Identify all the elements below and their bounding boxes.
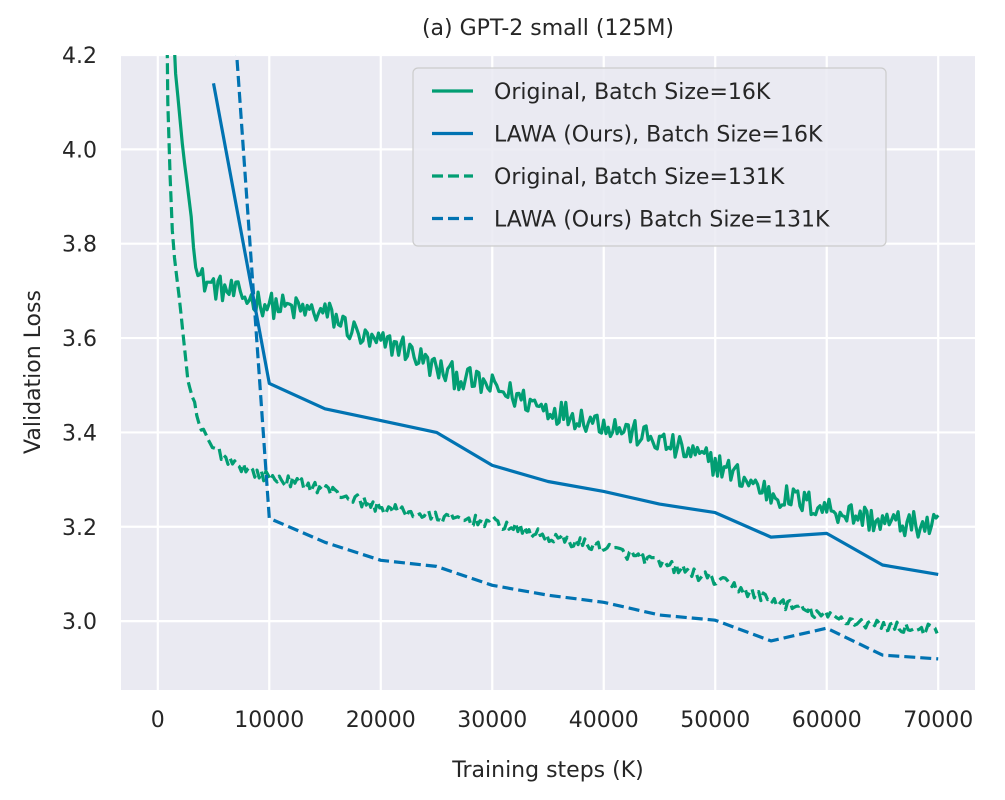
series-line-1	[173, 55, 940, 539]
legend-label: LAWA (Ours) Batch Size=131K	[494, 208, 830, 233]
y-tick-label: 4.2	[62, 44, 97, 69]
x-tick-label: 20000	[346, 708, 416, 733]
x-tick-label: 70000	[903, 708, 973, 733]
x-axis-title: Training steps (K)	[451, 758, 643, 783]
x-tick-label: 60000	[792, 708, 862, 733]
legend: Original, Batch Size=16K LAWA (Ours), Bat…	[412, 67, 887, 247]
y-tick-label: 3.4	[62, 421, 97, 446]
x-tick-label: 10000	[234, 708, 304, 733]
x-tick-label: 50000	[680, 708, 750, 733]
y-tick-label: 3.8	[62, 233, 97, 258]
y-axis-title: Validation Loss	[21, 290, 46, 454]
x-tick-label: 0	[151, 708, 165, 733]
y-tick-label: 3.2	[62, 516, 97, 541]
legend-label: Original, Batch Size=131K	[494, 165, 785, 190]
legend-label: Original, Batch Size=16K	[494, 80, 771, 105]
series-layer	[165, 55, 940, 661]
x-tick-label: 40000	[569, 708, 639, 733]
y-tick-label: 4.0	[62, 138, 97, 163]
chart-title: (a) GPT-2 small (125M)	[422, 16, 674, 41]
legend-label: LAWA (Ours), Batch Size=16K	[494, 123, 823, 148]
y-axis-ticks: 3.0 3.2 3.4 3.6 3.8 4.0 4.2	[62, 44, 97, 635]
x-axis-ticks: 0 10000 20000 30000 40000 50000 60000 70000	[151, 708, 973, 733]
y-tick-label: 3.6	[62, 327, 97, 352]
legend-frame	[412, 67, 887, 247]
series-line-2	[211, 83, 939, 576]
series-line-3	[165, 55, 939, 637]
x-tick-label: 30000	[457, 708, 527, 733]
series-line-4	[235, 55, 939, 661]
y-tick-label: 3.0	[62, 610, 97, 635]
